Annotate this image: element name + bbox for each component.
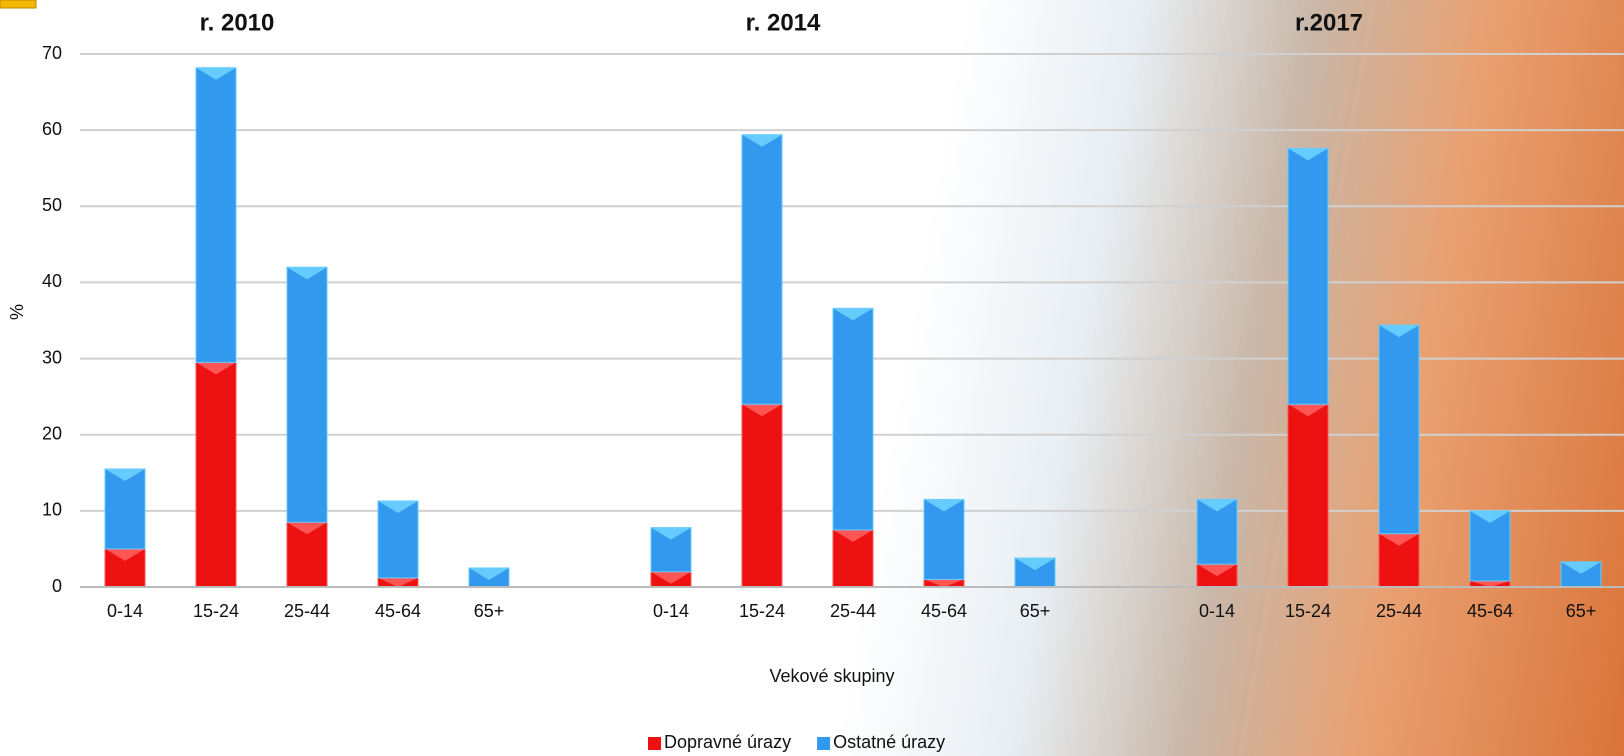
bar-bevel — [1470, 510, 1510, 523]
y-tick-label: 30 — [42, 347, 62, 367]
y-axis-label: % — [7, 304, 27, 320]
y-tick-label: 10 — [42, 500, 62, 520]
legend-label: Ostatné úrazy — [833, 732, 945, 752]
x-tick-label: 25-44 — [830, 601, 876, 621]
x-tick-label: 0-14 — [107, 601, 143, 621]
bar-bevel — [1288, 148, 1328, 161]
x-tick-label: 25-44 — [1376, 601, 1422, 621]
legend-label: Dopravné úrazy — [664, 732, 791, 752]
bar-bevel — [196, 362, 236, 375]
bar-bevel — [1379, 533, 1419, 546]
bar-bevel — [1470, 580, 1510, 587]
bar-bevel — [651, 527, 691, 540]
y-tick-label: 70 — [42, 43, 62, 63]
x-tick-label: 25-44 — [284, 601, 330, 621]
bar-bevel — [196, 67, 236, 80]
group-title: r. 2014 — [746, 9, 821, 36]
corner-box — [0, 0, 37, 9]
x-tick-label: 45-64 — [375, 601, 421, 621]
bar-segment — [923, 498, 965, 580]
bar-segment — [195, 361, 237, 588]
bar-bevel — [833, 308, 873, 321]
bar-bevel — [1197, 499, 1237, 512]
x-tick-label: 65+ — [474, 601, 505, 621]
bar-segment — [741, 403, 783, 588]
x-tick-label: 0-14 — [1199, 601, 1235, 621]
x-tick-label: 15-24 — [739, 601, 785, 621]
bar-bevel — [651, 571, 691, 584]
bar-segment — [195, 67, 237, 363]
legend-swatch — [817, 737, 831, 750]
bar-bevel — [1561, 561, 1601, 574]
bar-segment — [1287, 403, 1329, 588]
x-tick-label: 15-24 — [1285, 601, 1331, 621]
bar-bevel — [924, 499, 964, 512]
bar-bevel — [1015, 558, 1055, 571]
bar-segment — [741, 134, 783, 405]
x-tick-label: 65+ — [1020, 601, 1051, 621]
bar-bevel — [742, 404, 782, 417]
y-tick-label: 60 — [42, 119, 62, 139]
legend-swatch — [648, 737, 661, 750]
x-tick-label: 65+ — [1566, 601, 1597, 621]
bar-bevel — [1197, 564, 1237, 577]
bar-bevel — [1379, 325, 1419, 338]
bar-segment — [1378, 324, 1420, 535]
y-tick-label: 0 — [52, 576, 62, 596]
group-title: r. 2010 — [200, 9, 275, 36]
x-tick-label: 45-64 — [921, 601, 967, 621]
bar-bevel — [378, 500, 418, 513]
bar-bevel — [1288, 404, 1328, 417]
bar-bevel — [105, 468, 145, 481]
bar-segment — [832, 307, 874, 531]
bar-bevel — [287, 522, 327, 535]
bar-bevel — [105, 548, 145, 561]
bar-bevel — [469, 567, 509, 580]
bar-bevel — [742, 134, 782, 147]
x-tick-label: 15-24 — [193, 601, 239, 621]
bar-segment — [286, 266, 328, 523]
bar-bevel — [833, 529, 873, 542]
y-tick-label: 20 — [42, 423, 62, 443]
x-axis-label: Vekové skupiny — [769, 666, 894, 686]
x-tick-label: 0-14 — [653, 601, 689, 621]
bar-bevel — [924, 579, 964, 587]
bar-segment — [104, 468, 146, 550]
bar-bevel — [287, 267, 327, 280]
bar-bevel — [378, 577, 418, 587]
bar-segment — [1287, 147, 1329, 405]
y-tick-label: 40 — [42, 271, 62, 291]
y-tick-label: 50 — [42, 195, 62, 215]
group-title: r.2017 — [1295, 9, 1363, 36]
x-tick-label: 45-64 — [1467, 601, 1513, 621]
